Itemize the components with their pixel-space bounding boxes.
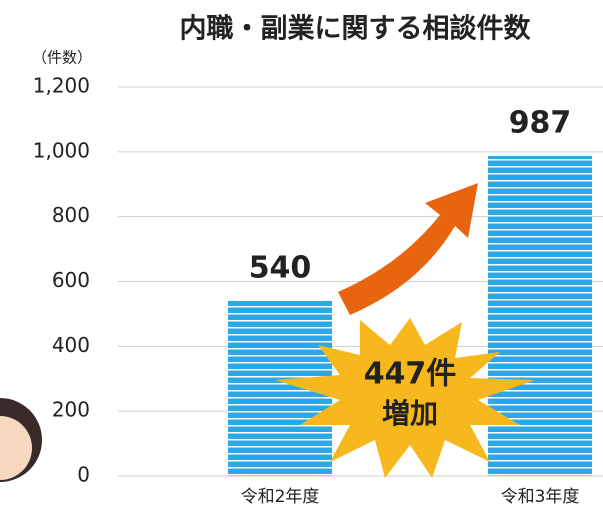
y-tick-label: 1,200 bbox=[33, 74, 90, 98]
annotation: 増加 bbox=[382, 397, 438, 430]
y-tick-label: 800 bbox=[52, 203, 90, 227]
chart-title: 内職・副業に関する相談件数 bbox=[180, 13, 532, 45]
x-tick-label: 令和2年度 bbox=[241, 487, 320, 507]
y-tick-label: 400 bbox=[52, 333, 90, 357]
y-tick-label: 600 bbox=[52, 268, 90, 292]
y-tick-label: 1,000 bbox=[33, 138, 90, 162]
annotation: 447件 bbox=[364, 357, 457, 392]
y-tick-label: 200 bbox=[52, 398, 90, 422]
character bbox=[0, 398, 42, 482]
y-axis-label: （件数） bbox=[32, 49, 92, 67]
data-label: 540 bbox=[249, 250, 312, 285]
bar bbox=[488, 156, 592, 476]
data-label: 987 bbox=[509, 106, 572, 141]
y-tick-label: 0 bbox=[77, 463, 90, 487]
increase-arrow bbox=[338, 183, 478, 315]
x-tick-label: 令和3年度 bbox=[501, 487, 580, 507]
chart: 内職・副業に関する相談件数 （件数） 447件 増加 0 200 400 600 800… bbox=[0, 0, 603, 512]
